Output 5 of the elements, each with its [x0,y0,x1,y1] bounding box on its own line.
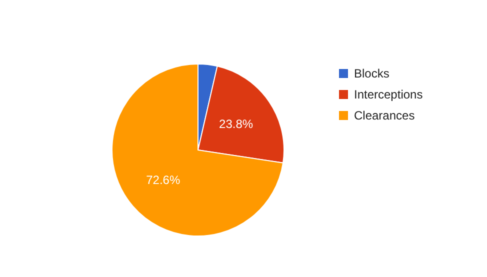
data-label: 72.6% [146,172,180,187]
legend-label: Interceptions [354,88,423,102]
legend-label: Clearances [354,108,415,122]
data-label: 23.8% [219,117,254,132]
legend-label: Blocks [354,66,390,80]
